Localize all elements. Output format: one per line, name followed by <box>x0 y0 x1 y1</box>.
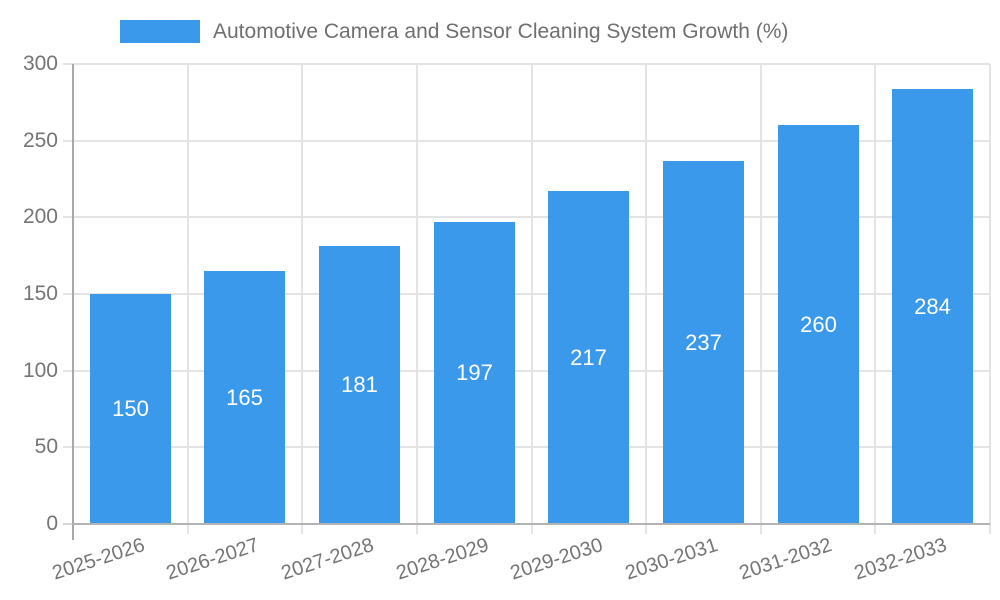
x-gridline <box>874 64 876 534</box>
legend-label: Automotive Camera and Sensor Cleaning Sy… <box>213 19 789 43</box>
y-gridline <box>63 293 990 295</box>
x-gridline <box>301 64 303 534</box>
bar: 150 <box>90 294 171 524</box>
x-axis-tick-label: 2027-2028 <box>278 534 377 585</box>
x-axis-tick-label: 2032-2033 <box>851 534 950 585</box>
y-tick-mark <box>63 523 73 525</box>
bar-value-label: 197 <box>456 360 493 385</box>
y-axis-tick-label: 100 <box>22 359 58 382</box>
bar-value-label: 165 <box>226 384 263 410</box>
bar: 237 <box>663 161 744 524</box>
y-axis-tick-label: 300 <box>22 52 58 75</box>
y-gridline <box>63 140 990 142</box>
bar-value-label: 217 <box>570 344 607 370</box>
y-gridline <box>63 446 990 448</box>
y-axis-tick-label: 0 <box>46 512 58 535</box>
x-gridline <box>416 64 418 534</box>
bar-value-label: 181 <box>341 372 378 397</box>
x-axis-tick-label: 2029-2030 <box>507 534 606 585</box>
x-axis-line <box>73 523 990 525</box>
bar: 260 <box>778 125 859 524</box>
y-gridline <box>63 63 990 65</box>
bar: 197 <box>434 222 515 524</box>
bar-value-label: 237 <box>685 329 722 355</box>
x-gridline <box>187 64 189 534</box>
y-axis-tick-label: 200 <box>22 205 58 228</box>
x-axis-tick-label: 2030-2031 <box>622 534 721 585</box>
y-gridline <box>63 370 990 372</box>
bar: 165 <box>204 271 285 524</box>
bar: 217 <box>548 191 629 524</box>
y-gridline <box>63 216 990 218</box>
y-axis-line <box>72 64 74 540</box>
y-axis-tick-label: 250 <box>22 129 58 152</box>
x-axis-tick-label: 2031-2032 <box>737 534 835 585</box>
x-gridline <box>760 64 762 534</box>
x-axis-tick-label: 2026-2027 <box>163 534 262 585</box>
legend-swatch <box>120 20 200 43</box>
bar-value-label: 150 <box>112 396 149 421</box>
bar-value-label: 284 <box>914 293 951 319</box>
legend: Automotive Camera and Sensor Cleaning Sy… <box>120 18 788 45</box>
x-gridline <box>645 64 647 534</box>
bar: 284 <box>892 89 973 524</box>
x-gridline <box>531 64 533 534</box>
x-axis-tick-label: 2028-2029 <box>393 534 491 585</box>
x-gridline <box>989 64 991 534</box>
y-axis-tick-label: 50 <box>34 435 58 458</box>
bar-value-label: 260 <box>800 311 837 337</box>
y-axis-tick-label: 150 <box>22 282 58 305</box>
bar: 181 <box>319 246 400 524</box>
x-axis-tick-label: 2025-2026 <box>49 534 148 585</box>
